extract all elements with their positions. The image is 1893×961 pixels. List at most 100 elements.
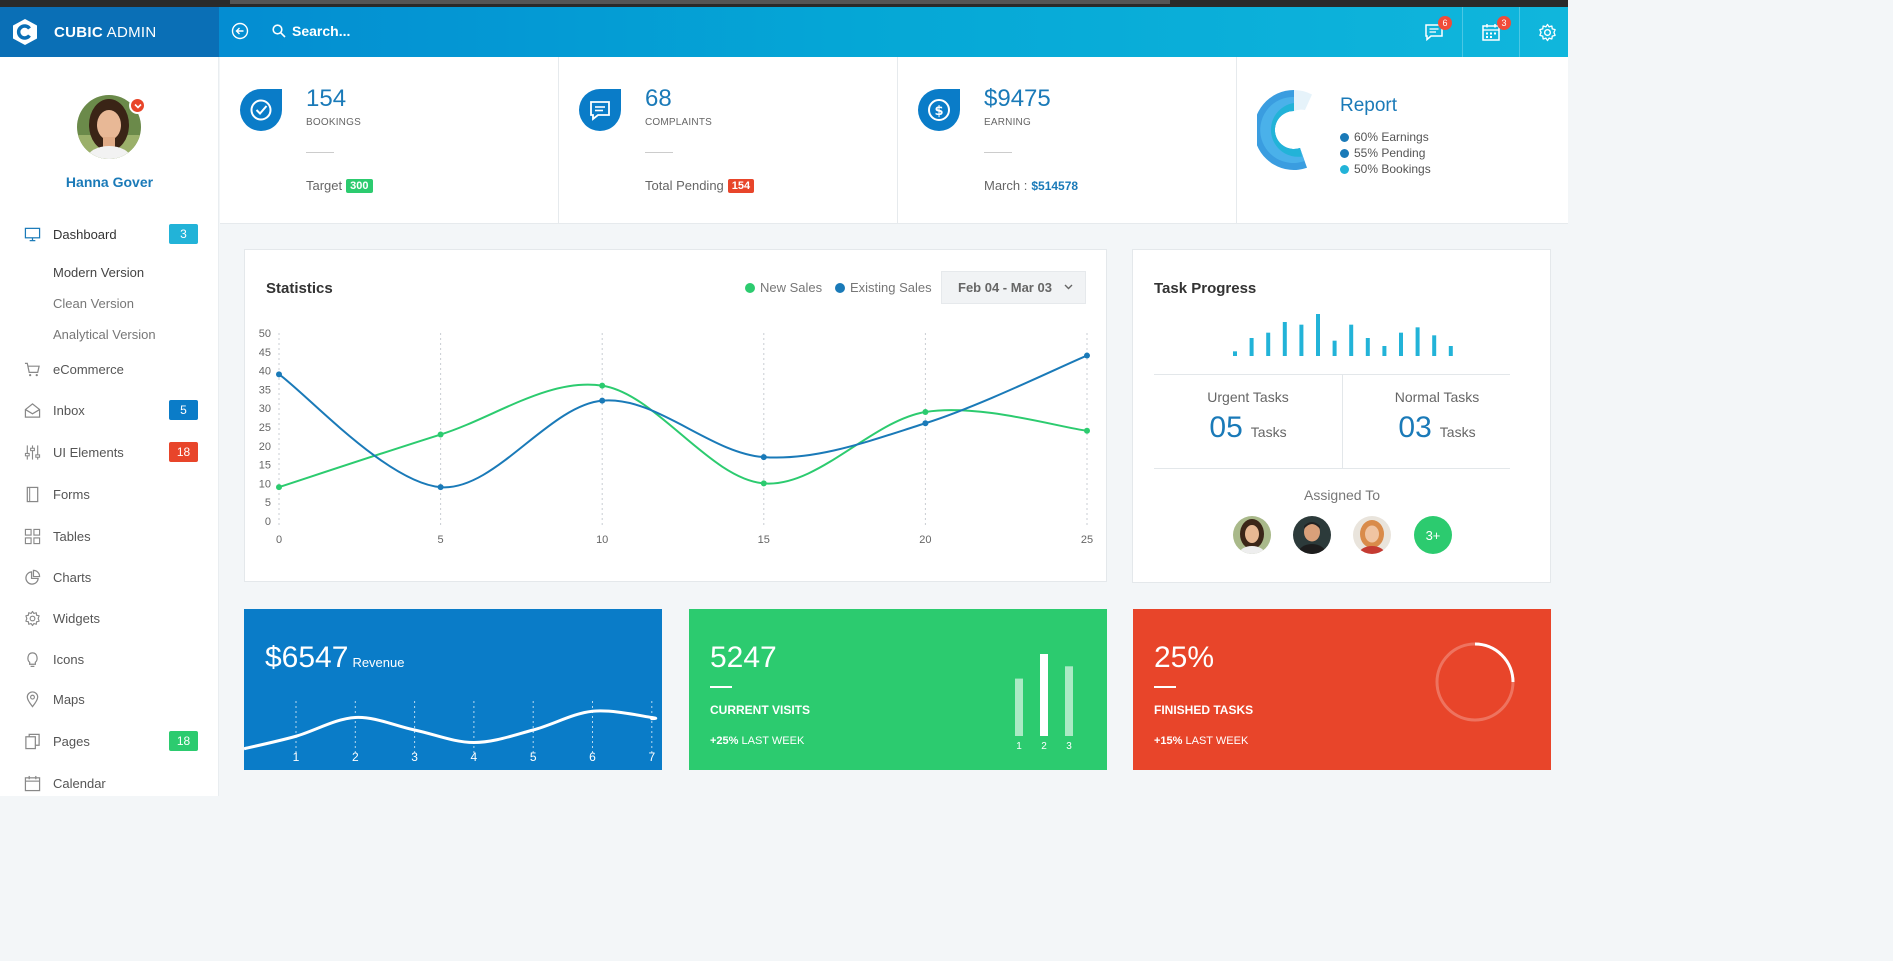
revenue-x-label: 4 [471,750,478,764]
task-bar [1299,324,1304,356]
svg-text:$: $ [934,104,943,119]
visits-card: 5247 CURRENT VISITS +25% LAST WEEK 1 2 3 [689,609,1107,770]
task-progress-bars [1233,314,1453,356]
data-point [760,480,767,487]
assigned-to-label: Assigned To [1303,487,1380,503]
y-tick-label: 50 [259,328,271,340]
calendar-button[interactable]: 3 [1468,7,1514,57]
y-tick-label: 45 [259,347,271,359]
legend-existing-sales[interactable]: Existing Sales [835,280,932,295]
sidebar-item-forms[interactable]: Forms [0,480,219,508]
sidebar-item-ui-elements[interactable]: UI Elements 18 [0,438,219,466]
browser-top-strip [0,0,1568,7]
sidebar-item-calendar[interactable]: Calendar [0,769,219,797]
calendar-icon [24,775,41,792]
sidebar-item-label: Tables [53,528,91,544]
cog-icon [25,610,40,627]
finished-progress-ring [1435,642,1515,722]
finished-value: 25% [1154,641,1215,674]
x-tick-label: 0 [276,534,282,546]
data-point [276,484,282,491]
sidebar-subitem-modern[interactable]: Modern Version [53,265,145,280]
avatar-dropdown-icon[interactable] [129,97,146,114]
sidebar-subitem-analytical[interactable]: Analytical Version [53,327,156,342]
stat-strip: 154 BOOKINGS Target 300 68 COMPLAINTS To… [220,57,1568,224]
data-point [760,454,767,461]
complaints-label: COMPLAINTS [645,117,713,128]
sidebar-item-label: Charts [53,569,92,585]
top-header: CUBIC ADMIN 6 3 [0,7,1568,57]
task-bar [1349,324,1354,356]
date-range-select[interactable]: Feb 04 - Mar 03 [941,271,1086,304]
user-name[interactable]: Hanna Gover [65,174,154,190]
task-bar [1249,338,1254,356]
earning-label: EARNING [984,117,1031,128]
y-tick-label: 10 [259,478,271,490]
sidebar-item-label: Dashboard [53,226,117,242]
back-arrow-icon[interactable] [231,22,249,40]
assignee-avatar[interactable] [1293,516,1331,554]
task-bar [1332,340,1337,356]
revenue-x-label: 2 [352,750,359,764]
visits-value: 5247 [710,641,777,674]
sidebar-item-maps[interactable]: Maps [0,685,219,713]
stat-complaints: 68 COMPLAINTS Total Pending 154 [559,57,898,224]
data-point [922,408,929,415]
y-tick-label: 25 [259,422,271,434]
pie-chart-icon [25,569,41,585]
ring-progress [1474,642,1515,683]
sidebar-subitem-clean[interactable]: Clean Version [53,296,134,311]
notebook-icon [26,486,39,503]
sidebar-item-inbox[interactable]: Inbox 5 [0,396,219,424]
messages-button[interactable]: 6 [1411,7,1457,57]
chevron-down-icon [1064,284,1073,290]
sidebar-item-pages[interactable]: Pages 18 [0,727,219,755]
data-point [599,382,606,389]
sidebar-item-widgets[interactable]: Widgets [0,604,219,632]
report-legend-item: 55% Pending [1340,145,1431,161]
earning-value: $9475 [984,85,1051,112]
dashboard-badge: 3 [169,224,198,244]
assignee-avatar[interactable] [1233,516,1271,554]
data-point [1084,352,1090,359]
grid-icon [24,528,41,545]
monitor-icon [24,227,41,242]
y-tick-label: 5 [265,497,271,509]
sidebar-item-label: eCommerce [53,361,124,377]
pages-icon [25,733,40,750]
target-badge: 300 [346,178,373,193]
assignee-avatar[interactable] [1353,516,1391,554]
revenue-x-label: 6 [589,750,596,764]
x-tick-label: 20 [919,534,931,546]
brand[interactable]: CUBIC ADMIN [0,7,219,57]
y-tick-label: 35 [259,384,271,396]
stat-earning: $ $9475 EARNING March : $514578 [898,57,1237,224]
sidebar-item-dashboard[interactable]: Dashboard 3 [0,220,219,248]
revenue-line [244,709,658,751]
header-divider [1519,7,1520,57]
finished-label: FINISHED TASKS [1154,703,1254,717]
lightbulb-icon [27,652,38,668]
settings-button[interactable] [1526,7,1568,57]
dollar-coin-icon: $ [918,89,960,131]
normal-tasks: Normal Tasks 03 Tasks [1394,389,1480,444]
visits-bar [1015,678,1023,736]
sliders-icon [24,445,41,460]
statistics-title: Statistics [266,280,333,297]
sidebar-item-tables[interactable]: Tables [0,522,219,550]
task-bar [1316,314,1320,356]
complaints-pending: Total Pending 154 [645,178,755,193]
user-avatar[interactable] [77,95,146,172]
data-point [599,397,606,404]
search-input[interactable] [292,19,592,43]
sidebar-item-charts[interactable]: Charts [0,563,219,591]
task-bar [1415,327,1420,356]
legend-new-sales[interactable]: New Sales [745,280,822,295]
visits-bar-chart: 1 2 3 [1015,654,1073,752]
finished-tasks-card: 25% FINISHED TASKS +15% LAST WEEK [1133,609,1551,770]
sidebar-item-icons[interactable]: Icons [0,645,219,673]
sidebar-item-ecommerce[interactable]: eCommerce [0,355,219,383]
check-badge-icon [240,89,282,131]
more-assignees-button[interactable]: 3+ [1414,516,1452,554]
report-radial-chart [1257,90,1312,170]
